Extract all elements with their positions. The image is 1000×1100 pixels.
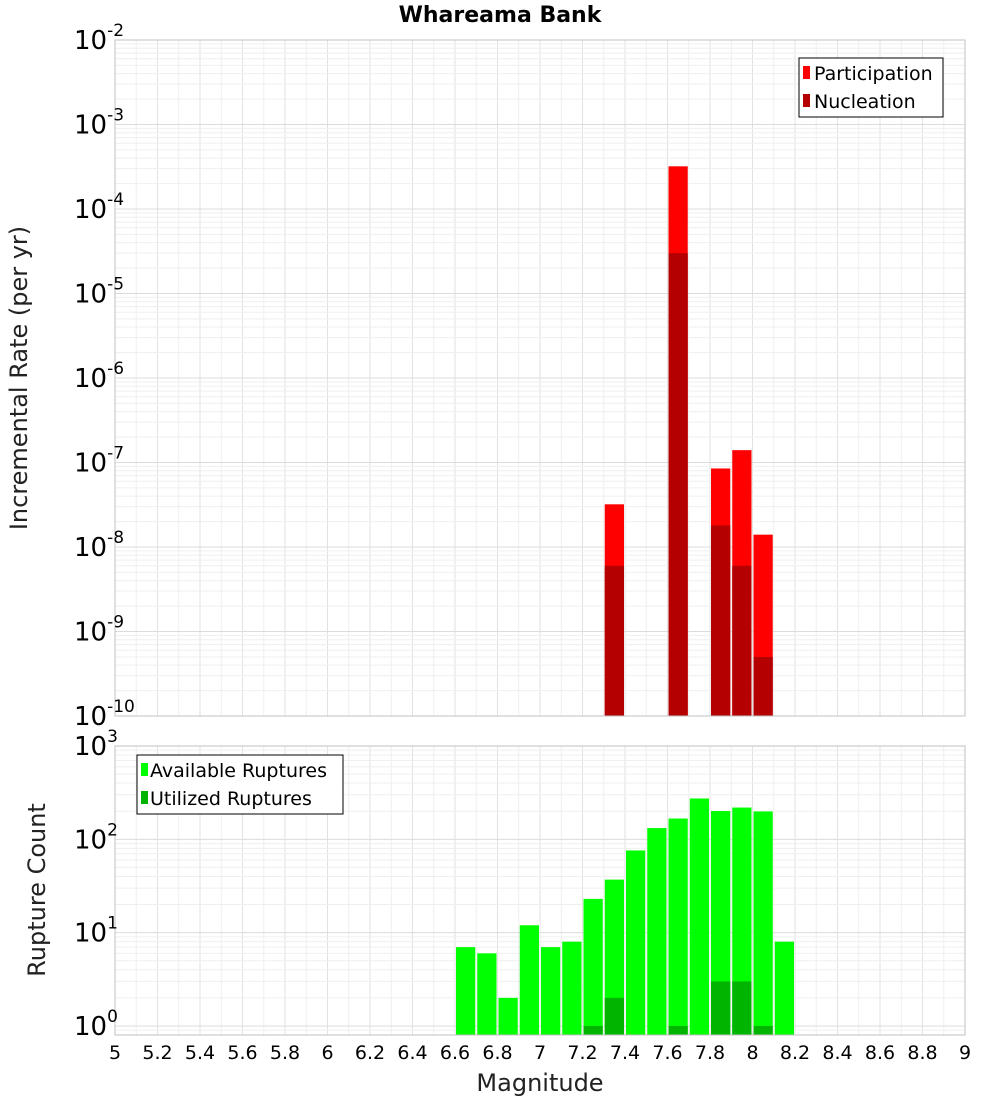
x-tick-label: 5 — [109, 1042, 121, 1064]
bottom-y-ticks: 100 101 102 103 — [74, 727, 118, 1042]
bottom-bars — [456, 798, 794, 1035]
bar-utilized-ruptures — [583, 1025, 603, 1035]
top-y-tick-label: 10-10 — [74, 697, 135, 732]
x-tick-label: 8 — [746, 1042, 758, 1064]
bar-utilized-ruptures — [711, 981, 731, 1035]
top-panel: 10-10 10-9 10-8 10-7 10-6 10-5 10-4 10-3 10-2 In… — [5, 21, 966, 732]
top-y-tick-label: 10-3 — [74, 106, 124, 141]
x-tick-label: 6.8 — [482, 1042, 512, 1064]
bottom-y-tick-label: 100 — [74, 1007, 118, 1042]
bar-nucleation — [604, 565, 624, 716]
bar-nucleation — [668, 253, 688, 716]
x-tick-label: 6.2 — [355, 1042, 385, 1064]
legend-label-available: Available Ruptures — [150, 760, 327, 782]
top-y-ticks: 10-10 10-9 10-8 10-7 10-6 10-5 10-4 10-3 10-2 — [74, 21, 135, 732]
bar-available-ruptures — [456, 947, 476, 1035]
top-y-axis-label: Incremental Rate (per yr) — [5, 226, 33, 530]
bar-nucleation — [732, 565, 752, 716]
bar-utilized-ruptures — [668, 1025, 688, 1035]
bar-available-ruptures — [498, 997, 518, 1035]
x-tick-label: 8.6 — [865, 1042, 895, 1064]
bar-available-ruptures — [519, 925, 539, 1035]
bar-available-ruptures — [711, 811, 731, 1035]
x-tick-label: 9 — [959, 1042, 971, 1064]
x-tick-label: 5.8 — [270, 1042, 300, 1064]
bottom-plot-frame — [114, 745, 966, 1036]
x-tick-label: 7.6 — [652, 1042, 682, 1064]
x-tick-label: 7.4 — [610, 1042, 640, 1064]
bar-nucleation — [753, 656, 773, 716]
x-tick-label: 7 — [534, 1042, 546, 1064]
bar-available-ruptures — [626, 850, 646, 1035]
top-legend: Participation Nucleation — [798, 57, 944, 118]
top-y-tick-label: 10-9 — [74, 613, 124, 648]
legend-swatch-available — [141, 763, 148, 776]
bottom-y-tick-label: 102 — [74, 820, 118, 855]
bar-available-ruptures — [647, 828, 667, 1035]
bar-utilized-ruptures — [732, 981, 752, 1035]
top-plot-frame — [114, 39, 966, 717]
x-tick-label: 5.2 — [142, 1042, 172, 1064]
top-y-tick-label: 10-5 — [74, 275, 124, 310]
legend-label-utilized: Utilized Ruptures — [150, 788, 312, 810]
top-grid — [115, 40, 965, 716]
bar-available-ruptures — [774, 941, 794, 1035]
bar-available-ruptures — [604, 879, 624, 1035]
x-tick-label: 8.4 — [822, 1042, 852, 1064]
x-tick-label: 6.4 — [397, 1042, 427, 1064]
bar-available-ruptures — [689, 798, 709, 1035]
top-y-tick-label: 10-6 — [74, 359, 124, 394]
x-tick-label: 5.4 — [185, 1042, 215, 1064]
legend-swatch-participation — [803, 66, 810, 79]
x-tick-label: 7.8 — [695, 1042, 725, 1064]
bar-available-ruptures — [583, 898, 603, 1035]
legend-label-participation: Participation — [814, 63, 933, 85]
legend-label-nucleation: Nucleation — [814, 91, 916, 113]
x-ticks: 5 5.2 5.4 5.6 5.8 6 6.2 6.4 6.6 6.8 7 7.2 7.4 7.6 7.8 8… — [109, 1042, 971, 1064]
bar-available-ruptures — [668, 818, 688, 1035]
top-y-tick-label: 10-4 — [74, 190, 124, 225]
bottom-legend-box — [136, 754, 344, 815]
bar-available-ruptures — [753, 811, 773, 1035]
bottom-y-tick-label: 101 — [74, 914, 118, 949]
x-tick-label: 6 — [321, 1042, 333, 1064]
top-bars — [604, 166, 773, 716]
bar-nucleation — [711, 525, 731, 716]
legend-swatch-nucleation — [803, 94, 810, 107]
top-legend-box — [798, 57, 944, 118]
x-tick-label: 5.6 — [227, 1042, 257, 1064]
top-y-tick-label: 10-7 — [74, 444, 124, 479]
top-y-tick-label: 10-2 — [74, 21, 124, 56]
x-tick-label: 7.2 — [567, 1042, 597, 1064]
x-axis-label: Magnitude — [476, 1069, 603, 1097]
bar-available-ruptures — [732, 807, 752, 1035]
bottom-legend: Available Ruptures Utilized Ruptures — [136, 754, 344, 815]
bar-utilized-ruptures — [753, 1025, 773, 1035]
bottom-y-axis-label: Rupture Count — [23, 803, 51, 977]
legend-swatch-utilized — [141, 791, 148, 804]
bottom-y-tick-label: 103 — [74, 727, 118, 762]
bar-available-ruptures — [541, 947, 561, 1035]
x-tick-label: 6.6 — [440, 1042, 470, 1064]
bar-available-ruptures — [477, 953, 497, 1035]
bar-utilized-ruptures — [604, 997, 624, 1035]
x-tick-label: 8.2 — [780, 1042, 810, 1064]
bottom-panel: 100 101 102 103 5 5.2 5.4 5.6 5.8 6 6.2 6.4 6.6 6.8 7… — [23, 727, 971, 1097]
top-y-tick-label: 10-8 — [74, 528, 124, 563]
chart-title: Whareama Bank — [399, 3, 603, 28]
x-tick-label: 8.8 — [907, 1042, 937, 1064]
bar-available-ruptures — [562, 941, 582, 1035]
